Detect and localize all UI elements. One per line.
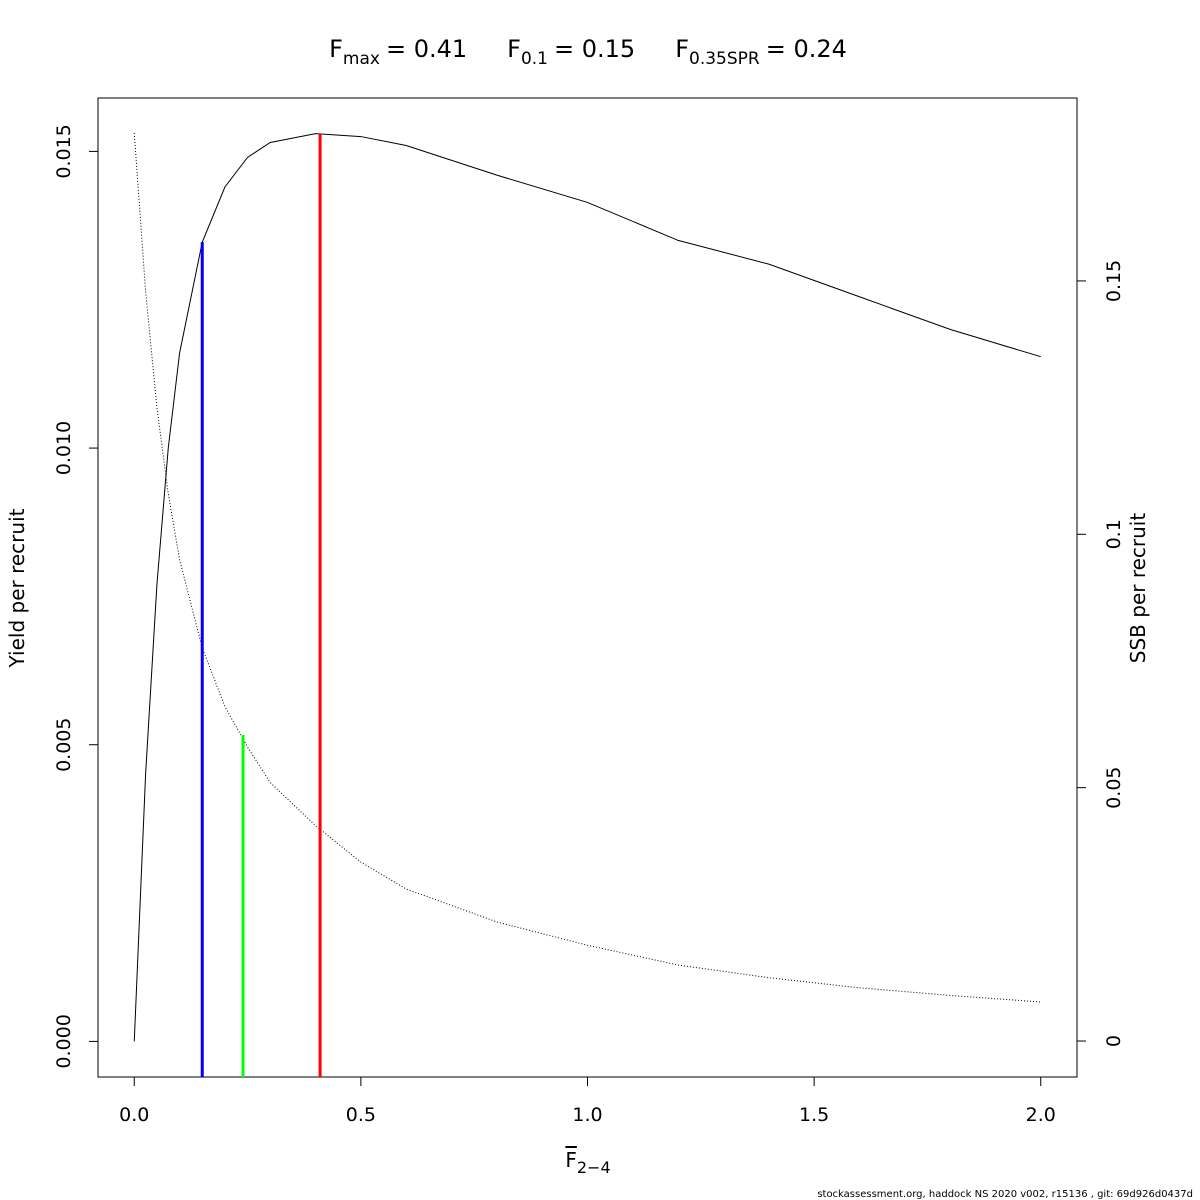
y2-tick-label: 0.1: [1103, 519, 1125, 549]
y-tick-label: 0.010: [53, 421, 75, 475]
footer: stockassessment.org, haddock NS 2020 v00…: [817, 1189, 1193, 1200]
title-subscript: 0.1: [521, 49, 548, 69]
chart-title: Fmax = 0.41 F0.1 = 0.15 F0.35SPR = 0.24: [329, 35, 847, 69]
title-text: = 0.15: [554, 35, 635, 63]
series-line: [133, 132, 1041, 1003]
x-tick-label: 0.5: [346, 1104, 376, 1126]
x-axis-label: F2−4: [565, 1148, 610, 1177]
series-line: [133, 133, 1041, 1042]
y2-tick-label: 0.05: [1103, 767, 1125, 809]
y-tick-label: 0.000: [53, 1014, 75, 1068]
plot-frame: [97, 97, 1078, 1078]
x-tick-label: 1.5: [799, 1104, 829, 1126]
title-symbol: F: [507, 35, 521, 63]
x-label-subscript: 2−4: [577, 1158, 611, 1177]
title-text: = 0.41: [386, 35, 467, 63]
title-subscript: max: [343, 49, 380, 69]
title-symbol: F: [675, 35, 689, 63]
y-axis-label: Yield per recruit: [5, 508, 29, 668]
x-tick-label: 1.0: [572, 1104, 602, 1126]
y2-tick-label: 0.15: [1103, 260, 1125, 302]
x-tick-label: 2.0: [1026, 1104, 1056, 1126]
title-subscript: 0.35SPR: [689, 49, 760, 69]
y2-axis-label: SSB per recruit: [1126, 513, 1150, 664]
x-tick-label: 0.0: [119, 1104, 149, 1126]
title-text: = 0.24: [766, 35, 847, 63]
y-tick-label: 0.015: [53, 124, 75, 178]
x-label-symbol: F: [565, 1148, 577, 1172]
y-tick-label: 0.005: [53, 718, 75, 772]
title-symbol: F: [329, 35, 343, 63]
y2-tick-label: 0: [1103, 1035, 1125, 1047]
